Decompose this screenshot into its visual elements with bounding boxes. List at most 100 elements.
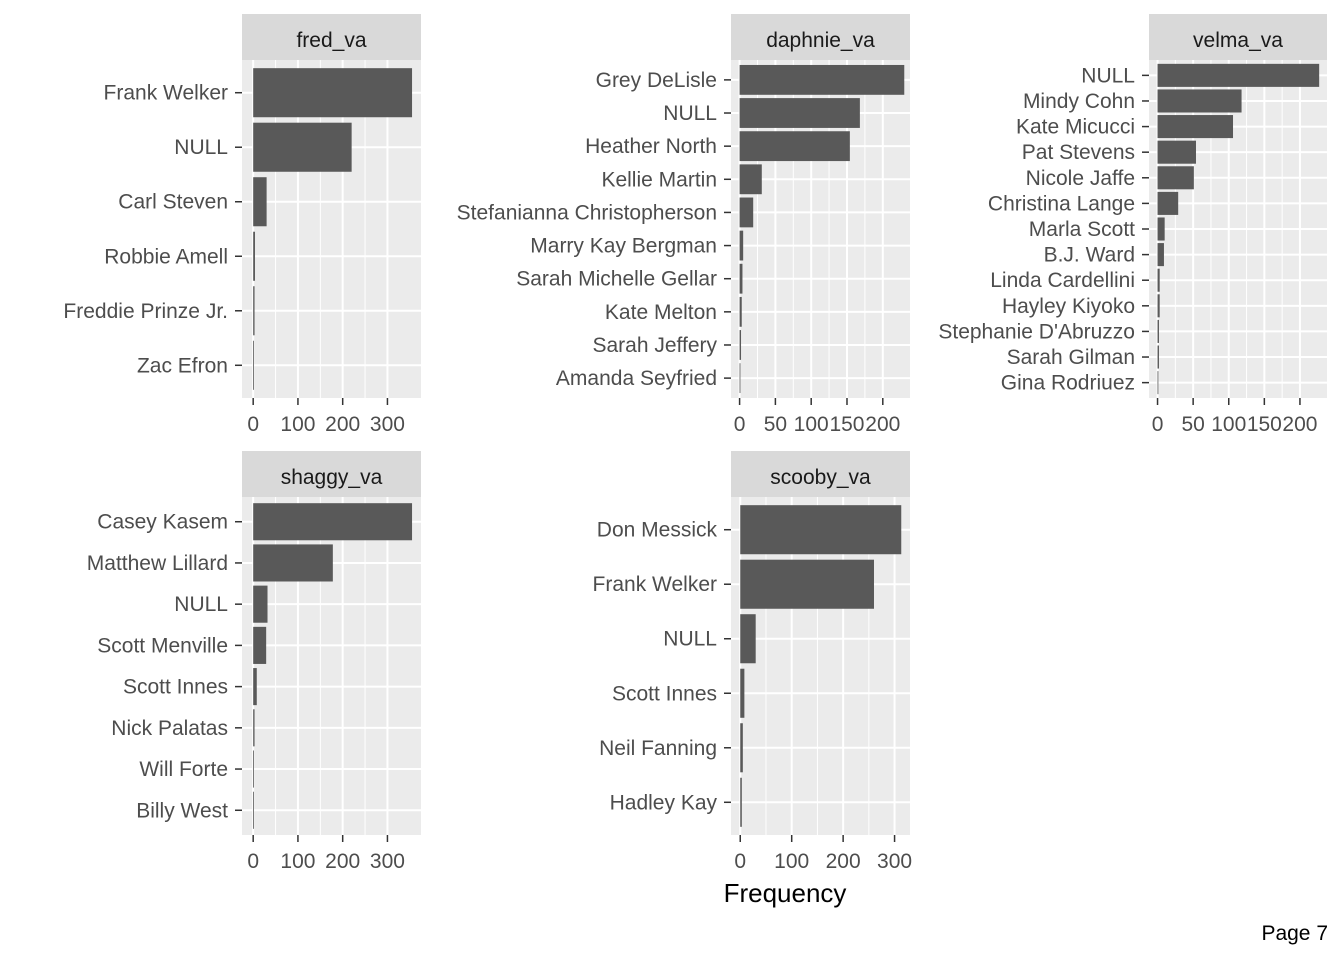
category-label: NULL bbox=[663, 102, 717, 125]
category-label: Scott Innes bbox=[612, 682, 717, 705]
x-tick-label: 50 bbox=[764, 413, 787, 436]
bar-fred_va-5 bbox=[253, 340, 254, 390]
category-label: Kate Melton bbox=[605, 301, 717, 324]
category-label: Marry Kay Bergman bbox=[530, 235, 717, 258]
bar-daphnie_va-0 bbox=[739, 64, 905, 95]
x-tick-label: 100 bbox=[774, 850, 809, 873]
bar-velma_va-12 bbox=[1157, 371, 1159, 395]
category-label: Sarah Jeffery bbox=[592, 334, 717, 357]
category-label: Linda Cardellini bbox=[990, 269, 1135, 292]
category-label: Will Forte bbox=[139, 758, 228, 781]
bar-daphnie_va-7 bbox=[739, 296, 742, 327]
category-label: Casey Kasem bbox=[97, 511, 228, 534]
category-label: Pat Stevens bbox=[1022, 141, 1135, 164]
bar-scooby_va-1 bbox=[740, 559, 874, 609]
category-label: Sarah Gilman bbox=[1007, 346, 1135, 369]
x-tick-label: 100 bbox=[1211, 413, 1246, 436]
category-label: NULL bbox=[1081, 64, 1135, 87]
bar-shaggy_va-6 bbox=[253, 750, 254, 788]
bar-velma_va-7 bbox=[1157, 243, 1164, 267]
facet-title: velma_va bbox=[1193, 29, 1283, 52]
bar-shaggy_va-3 bbox=[253, 626, 267, 664]
facet-title: scooby_va bbox=[770, 466, 871, 489]
x-tick-label: 200 bbox=[325, 413, 360, 436]
category-label: Stefanianna Christopherson bbox=[457, 201, 717, 224]
category-label: Nicole Jaffe bbox=[1026, 167, 1135, 190]
facet-title: shaggy_va bbox=[281, 466, 383, 489]
category-label: Billy West bbox=[136, 799, 228, 822]
bar-scooby_va-3 bbox=[740, 668, 745, 718]
bar-daphnie_va-2 bbox=[739, 131, 850, 162]
x-tick-label: 200 bbox=[1282, 413, 1317, 436]
bar-velma_va-9 bbox=[1157, 294, 1160, 318]
bar-velma_va-2 bbox=[1157, 115, 1234, 139]
category-label: Grey DeLisle bbox=[596, 69, 717, 92]
category-label: NULL bbox=[174, 593, 228, 616]
category-label: Zac Efron bbox=[137, 354, 228, 377]
x-tick-label: 150 bbox=[1247, 413, 1282, 436]
x-tick-label: 200 bbox=[826, 850, 861, 873]
category-label: Don Messick bbox=[597, 519, 718, 542]
category-label: Scott Menville bbox=[97, 634, 228, 657]
category-label: Hayley Kiyoko bbox=[1002, 295, 1135, 318]
bar-velma_va-4 bbox=[1157, 166, 1194, 190]
category-label: Robbie Amell bbox=[104, 245, 228, 268]
category-label: Kellie Martin bbox=[601, 168, 717, 191]
category-label: Hadley Kay bbox=[610, 791, 718, 814]
category-label: Nick Palatas bbox=[111, 717, 228, 740]
category-label: Scott Innes bbox=[123, 676, 228, 699]
bar-shaggy_va-1 bbox=[253, 544, 333, 582]
facet-strip bbox=[242, 14, 421, 60]
category-label: B.J. Ward bbox=[1044, 244, 1135, 267]
category-label: Christina Lange bbox=[988, 192, 1135, 215]
x-tick-label: 200 bbox=[865, 413, 900, 436]
bar-shaggy_va-0 bbox=[253, 503, 413, 541]
x-tick-label: 300 bbox=[370, 413, 405, 436]
page-number: Page 7 bbox=[1261, 922, 1328, 945]
x-tick-label: 200 bbox=[325, 850, 360, 873]
bar-shaggy_va-2 bbox=[253, 585, 268, 623]
bar-daphnie_va-1 bbox=[739, 98, 860, 128]
bar-shaggy_va-4 bbox=[253, 668, 257, 706]
x-tick-label: 0 bbox=[1152, 413, 1164, 436]
category-label: Matthew Lillard bbox=[87, 552, 228, 575]
category-label: Stephanie D'Abruzzo bbox=[938, 320, 1135, 343]
category-label: Marla Scott bbox=[1029, 218, 1135, 241]
facet-strip bbox=[242, 451, 421, 497]
bar-velma_va-0 bbox=[1157, 63, 1320, 87]
category-label: NULL bbox=[174, 136, 228, 159]
bar-velma_va-5 bbox=[1157, 191, 1179, 215]
x-tick-label: 300 bbox=[370, 850, 405, 873]
bar-fred_va-3 bbox=[253, 231, 255, 281]
bar-fred_va-4 bbox=[253, 286, 255, 336]
bar-fred_va-1 bbox=[253, 122, 352, 172]
x-tick-label: 50 bbox=[1181, 413, 1204, 436]
x-tick-label: 100 bbox=[280, 850, 315, 873]
x-axis-label: Frequency bbox=[724, 878, 847, 908]
category-label: Freddie Prinze Jr. bbox=[63, 300, 228, 323]
x-tick-label: 100 bbox=[280, 413, 315, 436]
bar-fred_va-0 bbox=[253, 68, 413, 118]
bar-daphnie_va-6 bbox=[739, 263, 743, 294]
bar-daphnie_va-4 bbox=[739, 197, 754, 228]
bar-velma_va-3 bbox=[1157, 140, 1196, 164]
x-tick-label: 0 bbox=[734, 413, 746, 436]
facet-strip bbox=[1149, 14, 1327, 60]
category-label: Amanda Seyfried bbox=[556, 367, 717, 390]
category-label: Frank Welker bbox=[593, 573, 717, 596]
bar-daphnie_va-9 bbox=[739, 363, 741, 394]
x-tick-label: 300 bbox=[877, 850, 912, 873]
facet-strip bbox=[731, 14, 910, 60]
bar-scooby_va-0 bbox=[740, 505, 902, 555]
x-tick-label: 100 bbox=[794, 413, 829, 436]
bar-daphnie_va-5 bbox=[739, 230, 744, 261]
bar-fred_va-2 bbox=[253, 177, 267, 227]
category-label: Kate Micucci bbox=[1016, 116, 1135, 139]
bar-shaggy_va-5 bbox=[253, 709, 255, 747]
category-label: Mindy Cohn bbox=[1023, 90, 1135, 113]
category-label: Heather North bbox=[585, 135, 717, 158]
bar-velma_va-8 bbox=[1157, 268, 1160, 292]
x-tick-label: 0 bbox=[247, 850, 259, 873]
bar-scooby_va-2 bbox=[740, 614, 756, 664]
